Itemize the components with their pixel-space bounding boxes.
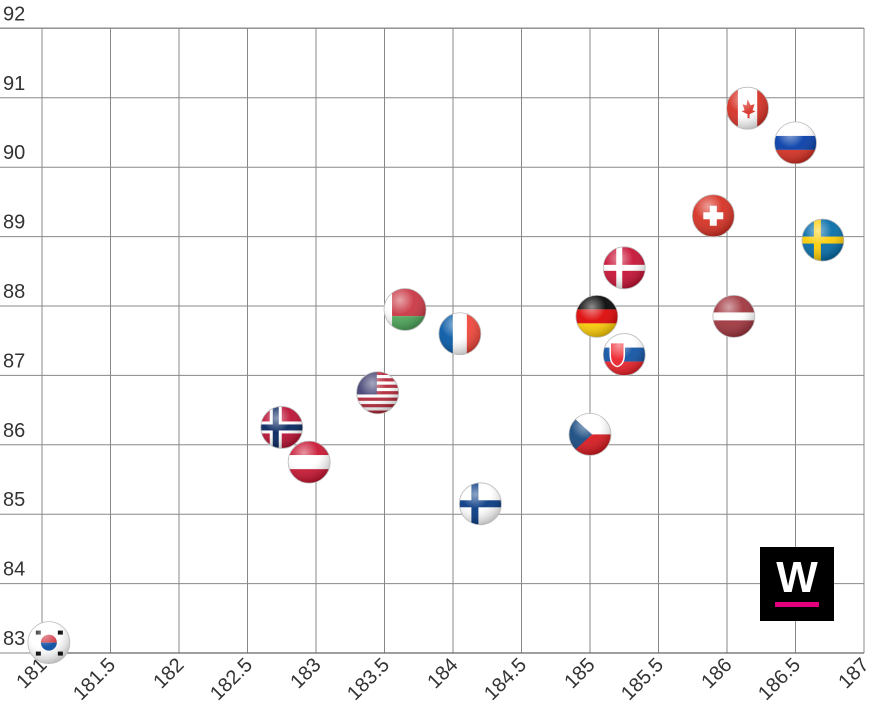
flag-outline <box>691 194 735 238</box>
brand-logo-letter: W <box>776 553 818 602</box>
flag-gloss <box>288 441 331 484</box>
y-tick-label: 92 <box>3 3 25 25</box>
flag-outline <box>774 121 817 165</box>
y-tick-label: 85 <box>3 489 25 511</box>
y-tick-label: 86 <box>3 420 25 442</box>
flag-point-austria <box>287 440 331 484</box>
flag-gloss <box>575 295 618 338</box>
flag-point-switzerland <box>691 194 735 238</box>
flag-point-belarus <box>383 288 427 331</box>
flag-point-finland <box>458 482 502 526</box>
flag-point-usa <box>356 371 400 415</box>
flag-outline <box>602 246 646 290</box>
flag-gloss <box>712 295 755 338</box>
flag-point-latvia <box>712 295 756 338</box>
flag-point-czech-republic <box>568 412 612 456</box>
x-tick-label: 182 <box>149 654 188 693</box>
flag-outline <box>260 406 304 449</box>
flag-gloss <box>438 312 481 355</box>
x-tick-label: 181.5 <box>69 654 120 705</box>
y-tick-label: 89 <box>3 212 25 234</box>
y-tick-label: 87 <box>3 350 25 372</box>
data-points <box>27 86 845 664</box>
y-tick-label: 88 <box>3 281 25 303</box>
flag-gloss <box>603 246 646 289</box>
flag-gloss <box>774 121 817 164</box>
x-tick-label: 182.5 <box>206 654 257 705</box>
flag-gloss <box>260 406 303 449</box>
x-tick-label: 186 <box>697 654 736 693</box>
brand-logo-underline <box>775 602 819 607</box>
flag-point-germany <box>575 295 619 338</box>
flag-gloss <box>692 194 735 237</box>
x-tick-label: 185 <box>560 654 599 693</box>
flag-outline <box>575 295 619 338</box>
flag-outline <box>356 371 400 415</box>
flag-outline <box>801 218 845 262</box>
flag-point-slovakia <box>602 333 646 376</box>
y-tick-label: 90 <box>3 142 25 164</box>
flag-outline <box>458 482 502 526</box>
flag-gloss <box>726 87 769 130</box>
x-tick-label: 184 <box>423 654 462 693</box>
flag-gloss <box>459 482 502 525</box>
y-tick-label: 84 <box>3 559 25 581</box>
flag-gloss <box>356 371 399 414</box>
flag-outline <box>602 333 646 376</box>
x-tick-label: 185.5 <box>617 654 668 705</box>
flag-point-south-korea <box>27 621 71 664</box>
flag-outline <box>712 295 756 338</box>
flag-gloss <box>384 288 427 331</box>
flag-point-denmark <box>602 246 646 290</box>
x-tick-label: 187 <box>834 654 873 693</box>
x-tick-label: 184.5 <box>480 654 531 705</box>
x-tick-label: 183 <box>286 654 325 693</box>
flag-point-canada <box>726 86 769 130</box>
flag-point-france <box>438 312 482 356</box>
flag-point-sweden <box>801 218 845 262</box>
flag-outline <box>287 440 331 484</box>
flag-gloss <box>801 219 844 262</box>
x-tick-label: 183.5 <box>343 654 394 705</box>
flag-outline <box>438 312 482 356</box>
x-tick-label: 186.5 <box>754 654 805 705</box>
flag-outline <box>27 621 71 664</box>
y-tick-label: 91 <box>3 73 25 95</box>
y-tick-label: 83 <box>3 628 25 650</box>
brand-logo: W <box>760 547 834 621</box>
flag-point-norway <box>260 406 304 449</box>
flag-outline <box>568 412 612 456</box>
flag-gloss <box>603 333 646 376</box>
flag-gloss <box>569 413 611 456</box>
flag-gloss <box>27 621 70 664</box>
flag-point-russia <box>774 121 817 165</box>
flag-outline <box>726 86 769 130</box>
flag-outline <box>383 288 427 331</box>
